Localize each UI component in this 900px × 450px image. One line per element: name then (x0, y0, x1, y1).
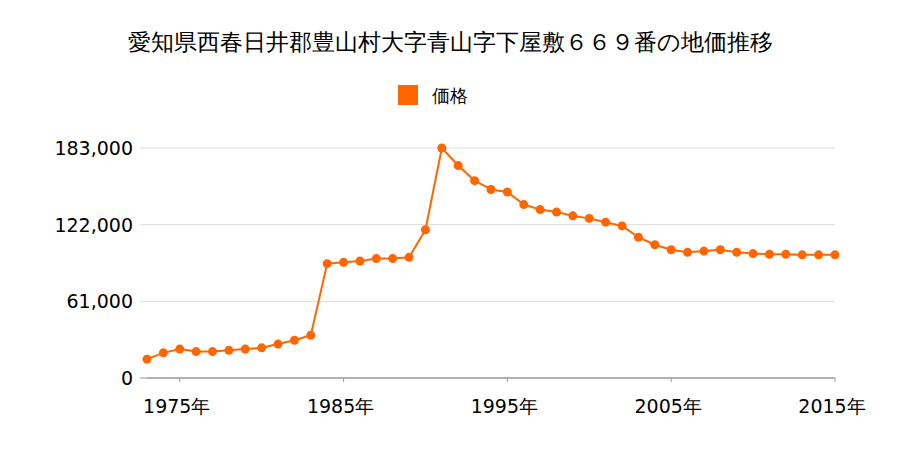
chart-container: 愛知県西春日井郡豊山村大字青山字下屋敷６６９番の地価推移 0 61,000 122,0… (0, 0, 900, 450)
data-point (716, 245, 725, 254)
data-point (683, 248, 692, 257)
data-point (257, 343, 266, 352)
y-grid-line (140, 148, 835, 149)
data-point (224, 346, 233, 355)
x-tick (179, 378, 180, 382)
x-tick-label: 1995年 (471, 395, 538, 417)
x-tick-label: 2015年 (798, 395, 865, 417)
data-point (634, 233, 643, 242)
data-point (274, 340, 283, 349)
data-point (372, 254, 381, 263)
y-tick-label: 61,000 (67, 290, 133, 312)
y-grid-line (140, 224, 835, 225)
data-point (798, 250, 807, 259)
legend-swatch (398, 85, 418, 105)
data-point (323, 259, 332, 268)
x-tick (507, 378, 508, 382)
data-point (618, 221, 627, 230)
data-point (667, 245, 676, 254)
data-point (421, 225, 430, 234)
data-point (355, 257, 364, 266)
data-point (650, 240, 659, 249)
data-point (781, 250, 790, 259)
data-point (601, 218, 610, 227)
data-point (732, 248, 741, 257)
x-tick (835, 378, 836, 382)
data-point (388, 254, 397, 263)
data-point (749, 249, 758, 258)
plot-area (143, 144, 840, 364)
y-grid-line (140, 301, 835, 302)
data-point (831, 250, 840, 259)
chart-svg: 愛知県西春日井郡豊山村大字青山字下屋敷６６９番の地価推移 0 61,000 122,0… (0, 0, 900, 450)
data-point (159, 348, 168, 357)
data-point (339, 258, 348, 267)
y-tick-label: 183,000 (54, 137, 133, 159)
data-point (208, 347, 217, 356)
y-tick-label: 0 (121, 367, 133, 389)
x-tick (671, 378, 672, 382)
data-point (241, 345, 250, 354)
data-point (503, 187, 512, 196)
data-point (454, 161, 463, 170)
x-tick-label: 2005年 (635, 395, 702, 417)
data-point (487, 185, 496, 194)
data-point (405, 253, 414, 262)
data-point (699, 247, 708, 256)
data-point (585, 214, 594, 223)
data-point (470, 176, 479, 185)
data-point (568, 211, 577, 220)
x-tick-label: 1985年 (307, 395, 374, 417)
data-point (765, 250, 774, 259)
data-point (143, 355, 152, 364)
grid (140, 148, 835, 378)
legend-label: 価格 (432, 85, 468, 106)
y-grid-line (140, 378, 835, 379)
data-point (536, 205, 545, 214)
x-tick (343, 378, 344, 382)
legend: 価格 (398, 85, 468, 106)
y-tick-label: 122,000 (54, 214, 133, 236)
series-line (147, 148, 835, 359)
data-point (519, 200, 528, 209)
data-point (306, 331, 315, 340)
x-tick-label: 1975年 (143, 395, 210, 417)
data-point (175, 345, 184, 354)
data-point (814, 250, 823, 259)
x-axis-line (147, 378, 835, 379)
data-point (290, 336, 299, 345)
data-point (192, 347, 201, 356)
data-point (552, 208, 561, 217)
title: 愛知県西春日井郡豊山村大字青山字下屋敷６６９番の地価推移 (128, 29, 773, 55)
data-point (437, 144, 446, 153)
